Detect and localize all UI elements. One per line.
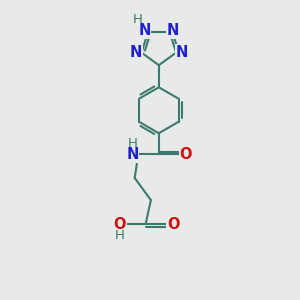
Text: N: N [175, 45, 188, 60]
Text: N: N [167, 23, 179, 38]
Text: O: O [167, 217, 179, 232]
Text: N: N [126, 147, 139, 162]
Text: N: N [130, 45, 142, 60]
Text: O: O [180, 147, 192, 162]
Text: H: H [133, 13, 143, 26]
Text: O: O [113, 217, 126, 232]
Text: N: N [138, 23, 151, 38]
Text: H: H [128, 137, 137, 150]
Text: H: H [115, 229, 124, 242]
